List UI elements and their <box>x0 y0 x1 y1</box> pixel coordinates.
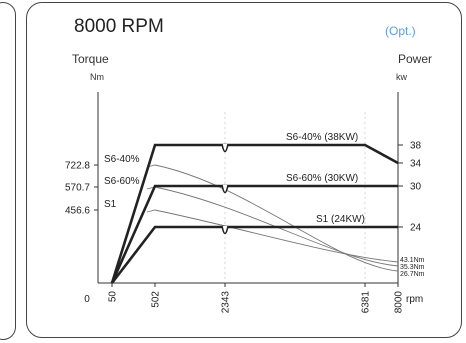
left-tick-label: 722.8 <box>65 161 90 172</box>
power-series-label: S1 (24KW) <box>316 214 365 225</box>
end-torque-label: 35.3Nm <box>400 264 425 271</box>
torque-series-label: S1 <box>104 199 117 210</box>
right-tick-label: 24 <box>410 223 422 234</box>
x-tick-label: 2343 <box>221 291 232 314</box>
chart-panel <box>26 2 462 338</box>
right-axis-title: Power <box>398 52 433 66</box>
x-tick-label: 8000 <box>394 291 405 314</box>
power-series-label: S6-40% (38KW) <box>286 132 358 143</box>
left-tick-label: 570.7 <box>65 183 90 194</box>
chart-title: 8000 RPM <box>74 16 164 37</box>
power-notch <box>221 143 229 153</box>
x-tick-label: 6381 <box>361 291 372 314</box>
power-curve <box>110 184 398 284</box>
end-torque-label: 43.1Nm <box>400 257 425 264</box>
x-tick-label: 502 <box>151 291 162 308</box>
power-notch <box>221 184 229 194</box>
right-tick-label: 30 <box>410 182 422 193</box>
power-notch <box>221 225 229 235</box>
power-curve <box>110 225 398 284</box>
x-axis-label: rpm <box>406 294 423 305</box>
torque-curve <box>146 209 399 263</box>
right-axis-unit: kw <box>396 72 407 82</box>
torque-curve <box>146 164 399 272</box>
left-axis-title: Torque <box>72 52 109 66</box>
torque-curve <box>146 186 399 267</box>
right-tick-label: 38 <box>410 141 422 152</box>
x-tick-label: 0 <box>84 294 90 305</box>
power-series-label: S6-60% (30KW) <box>286 173 358 184</box>
x-tick-label: 50 <box>108 291 119 303</box>
left-axis-unit: Nm <box>90 72 104 82</box>
option-label: (Opt.) <box>385 24 416 38</box>
torque-series-label: S6-40% <box>104 154 140 165</box>
right-tick-label: 34 <box>410 159 422 170</box>
left-tick-label: 456.6 <box>65 206 90 217</box>
torque-series-label: S6-60% <box>104 176 140 187</box>
end-torque-label: 26.7Nm <box>400 271 425 278</box>
power-curve <box>110 143 399 284</box>
